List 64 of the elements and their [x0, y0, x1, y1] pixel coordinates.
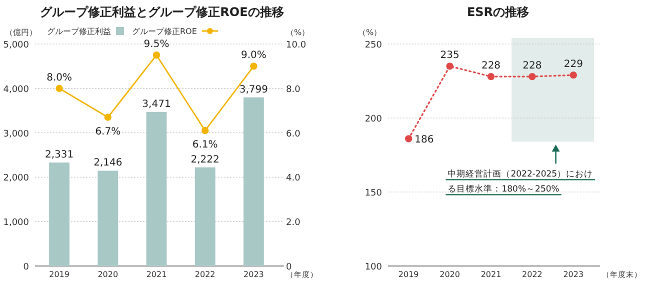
- y-tick-label: 100: [364, 262, 382, 272]
- x-tick-label: 2019: [398, 270, 419, 279]
- y2-tick-label: 8.0: [286, 84, 301, 95]
- data-label: 229: [564, 59, 583, 70]
- point: [104, 114, 112, 121]
- y-tick-label: 4,000: [3, 84, 30, 95]
- y-tick-label: 2,000: [3, 174, 30, 184]
- point: [202, 126, 209, 134]
- data-label: 2,222: [190, 154, 220, 166]
- x-tick-label: 2022: [522, 270, 542, 279]
- y-tick-label: 1,000: [3, 218, 30, 228]
- y2-axis-title: （%）: [286, 28, 310, 37]
- data-label: 6.7%: [95, 126, 121, 138]
- x-tick-label: 2023: [244, 270, 264, 279]
- point: [570, 71, 577, 79]
- data-label: 3,471: [142, 98, 171, 110]
- y-tick-label: 250: [364, 40, 382, 50]
- data-label: 9.5%: [144, 39, 170, 50]
- data-label: 9.0%: [240, 50, 266, 62]
- x-tick-label: 2021: [146, 270, 167, 279]
- point: [446, 62, 454, 70]
- y2-tick-label: 6.0: [286, 129, 301, 140]
- chart-title: ESRの推移: [466, 5, 530, 19]
- legend-label: グループ修正利益: [47, 27, 111, 36]
- data-label: 186: [414, 134, 434, 146]
- data-label: 228: [522, 60, 542, 72]
- y-tick-label: 3,000: [3, 129, 30, 140]
- point: [405, 135, 412, 142]
- y-axis-title: （%）: [358, 28, 382, 37]
- chart-title: グループ修正利益とグループ修正ROEの推移: [40, 5, 284, 19]
- y-tick-label: 200: [364, 114, 382, 124]
- data-label: 3,799: [239, 84, 268, 96]
- x-tick-label: 2021: [480, 270, 502, 279]
- data-label: 2,331: [44, 150, 74, 161]
- point: [152, 52, 160, 59]
- x-tick-label: 2020: [440, 270, 460, 279]
- bar: [146, 112, 167, 266]
- data-label: 228: [481, 60, 501, 72]
- bar: [243, 97, 264, 266]
- bar: [194, 167, 216, 266]
- y2-tick-label: 0: [286, 262, 292, 272]
- point: [56, 84, 63, 92]
- y-tick-label: 0: [23, 262, 30, 272]
- data-label: 6.1%: [192, 140, 218, 151]
- x-tick-label: 2022: [194, 270, 216, 279]
- bar: [98, 170, 118, 266]
- x-tick-label: 2020: [98, 270, 118, 279]
- bar: [49, 162, 70, 266]
- point: [250, 62, 258, 70]
- y2-tick-label: 4.0: [286, 174, 301, 184]
- point: [487, 72, 495, 80]
- y-tick-label: 150: [364, 188, 382, 198]
- data-label: 2,146: [94, 158, 122, 169]
- x-tick-label: 2019: [49, 270, 70, 279]
- y2-tick-label: 2.0: [286, 218, 301, 228]
- y2-tick-label: 10.0: [286, 40, 306, 50]
- point: [528, 72, 536, 80]
- data-label: 8.0%: [46, 72, 72, 84]
- band-label: 中期経営計画（2022-2025）における目標水準：180%～250%: [448, 168, 594, 195]
- legend-label: グループ修正ROE: [132, 27, 197, 36]
- y-tick-label: 5,000: [3, 40, 30, 50]
- x-tick-label: 2023: [563, 270, 584, 279]
- y-axis-title: （億円）: [5, 28, 37, 37]
- data-label: 235: [440, 50, 460, 62]
